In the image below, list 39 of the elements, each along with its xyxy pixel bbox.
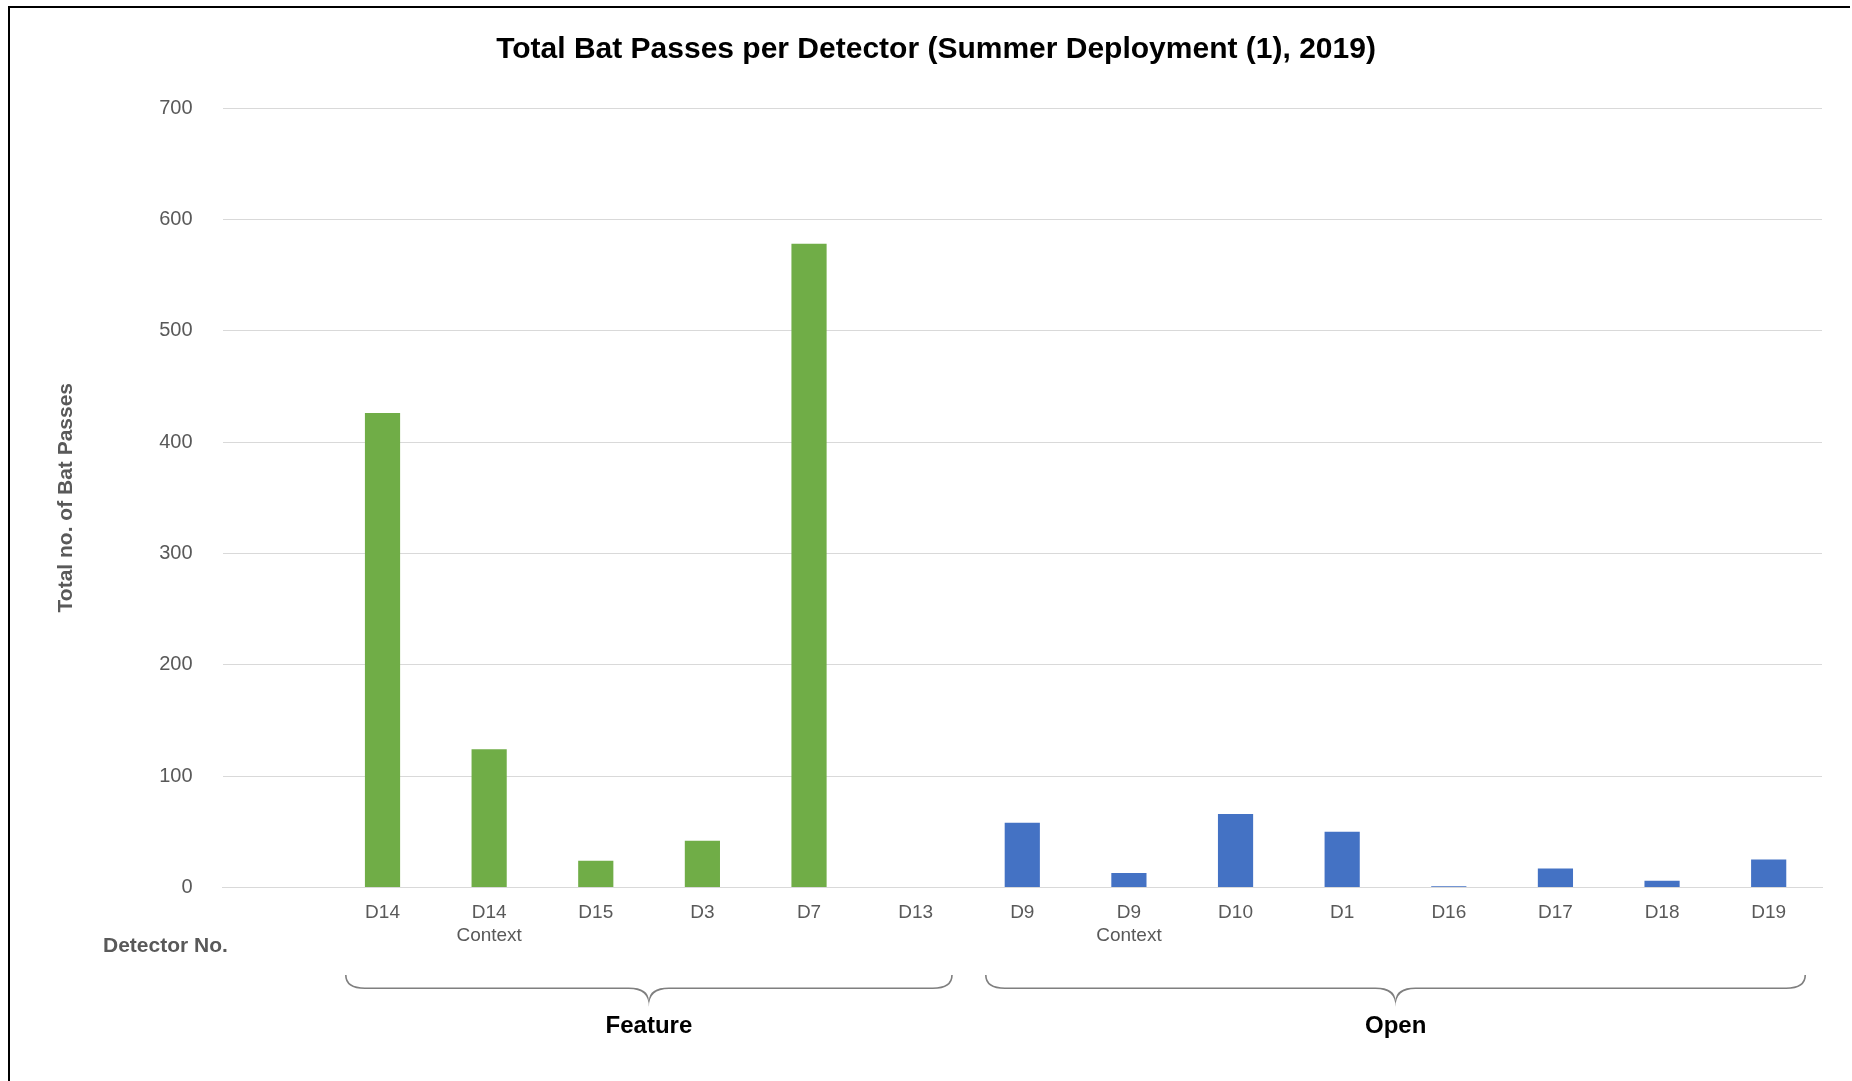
y-tick-label: 700 <box>159 95 193 118</box>
bar <box>1537 868 1574 887</box>
y-tick-label: 400 <box>159 429 193 452</box>
x-tick-label: D7 <box>796 901 822 923</box>
bar <box>1324 831 1360 887</box>
x-tick-label: D18 <box>1644 901 1680 923</box>
y-tick-label: 600 <box>159 206 193 229</box>
chart-title: Total Bat Passes per Detector (Summer Deployment (1), 2019) <box>496 31 1376 65</box>
text: Feature <box>605 1011 693 1040</box>
bar <box>578 860 614 887</box>
y-tick-label: 300 <box>159 540 193 563</box>
y-tick-label: 100 <box>159 763 193 786</box>
bar <box>684 840 720 887</box>
y-tick-label: 500 <box>159 318 193 341</box>
x-tick-label: D17 <box>1538 901 1573 923</box>
bar <box>1111 872 1147 887</box>
text: Open <box>1364 1011 1427 1040</box>
x-tick-label: D9 <box>1010 901 1035 923</box>
y-tick-label: 0 <box>181 874 193 897</box>
bar <box>1004 822 1040 887</box>
bar <box>1217 813 1254 887</box>
x-tick-label: D13 <box>898 901 934 923</box>
bar <box>471 749 507 887</box>
bar <box>1751 859 1787 887</box>
y-tick-label: 200 <box>159 652 193 675</box>
x-tick-label: D16 <box>1431 901 1467 923</box>
y-axis-title: Total no. of Bat Passes <box>53 382 77 613</box>
x-tick-label: D15 <box>578 901 614 923</box>
x-tick-label: D9 Context <box>1096 901 1163 945</box>
x-tick-label: D14 <box>365 901 401 923</box>
bar <box>791 243 827 887</box>
x-tick-label: D19 <box>1751 901 1787 923</box>
bar <box>364 413 401 887</box>
x-tick-label: D3 <box>690 901 715 923</box>
x-tick-label: D14 Context <box>456 901 523 945</box>
bar <box>1644 880 1680 887</box>
x-tick-label: D1 <box>1330 901 1355 923</box>
x-tick-label: D10 <box>1218 901 1253 923</box>
x-axis-title: Detector No. <box>103 933 228 958</box>
